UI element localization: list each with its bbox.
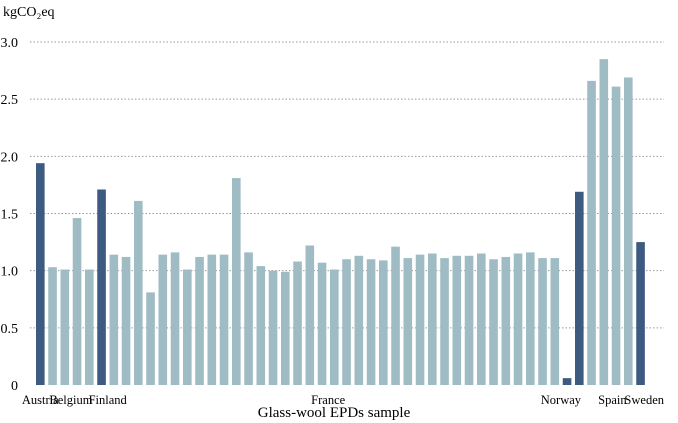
bars	[36, 59, 645, 386]
bar	[526, 252, 535, 385]
bar	[60, 269, 70, 385]
y-tick-labels: 0 0.5 1.0 1.5 2.0 2.5 3.0	[1, 36, 19, 394]
bar	[317, 262, 327, 385]
bar	[599, 59, 609, 386]
category-label: Norway	[541, 393, 582, 407]
y-tick-label: 0.5	[1, 322, 19, 337]
bar	[452, 255, 462, 385]
y-tick-label: 0	[11, 379, 18, 394]
bar	[538, 258, 547, 385]
bar	[403, 258, 413, 385]
bar	[501, 256, 511, 385]
bar	[330, 269, 339, 385]
bar	[207, 254, 217, 385]
bar	[158, 254, 168, 385]
category-label: Finland	[89, 393, 128, 407]
y-tick-label: 1.5	[1, 208, 19, 223]
x-axis-title: Glass-wool EPDs sample	[258, 405, 411, 421]
bar	[354, 255, 364, 385]
bar	[219, 254, 229, 385]
category-label: Sweden	[624, 393, 664, 407]
bar	[342, 259, 351, 385]
bar	[464, 255, 474, 385]
bar	[72, 218, 82, 385]
category-label: Austria	[22, 393, 59, 407]
bar	[562, 378, 572, 385]
y-tick-label: 2.0	[1, 150, 19, 165]
bar	[256, 266, 266, 385]
bar	[281, 271, 290, 385]
bar	[146, 292, 155, 385]
bar	[244, 252, 253, 385]
bar	[232, 178, 241, 385]
bar	[575, 191, 584, 385]
bar	[636, 242, 645, 385]
bar	[195, 256, 204, 385]
category-label: France	[311, 393, 345, 407]
y-unit-label: kgCO₂eq	[3, 5, 55, 20]
bar	[293, 261, 302, 385]
bar	[183, 269, 192, 385]
bar	[170, 252, 180, 385]
bar	[624, 77, 633, 386]
y-tick-label: 1.0	[1, 265, 19, 280]
category-label: Belgium	[49, 393, 92, 407]
bar	[440, 258, 449, 385]
bar	[379, 260, 388, 385]
bar	[109, 254, 119, 385]
bar	[305, 245, 315, 385]
y-tick-label: 3.0	[1, 36, 19, 51]
bar	[391, 246, 400, 385]
bar	[48, 267, 57, 385]
bar	[550, 258, 560, 385]
bar	[366, 259, 376, 385]
bar	[85, 269, 94, 385]
bar	[477, 253, 486, 385]
bar	[489, 259, 498, 385]
category-label: Spain	[598, 393, 627, 407]
y-tick-label: 2.5	[1, 93, 19, 108]
bar	[36, 163, 45, 385]
bar	[513, 253, 523, 385]
bar	[587, 80, 596, 385]
bar	[415, 254, 425, 385]
bar	[97, 189, 106, 385]
bar	[428, 253, 437, 385]
bar	[134, 200, 143, 385]
bar	[611, 86, 621, 385]
bar	[121, 256, 131, 385]
bar	[268, 270, 278, 385]
